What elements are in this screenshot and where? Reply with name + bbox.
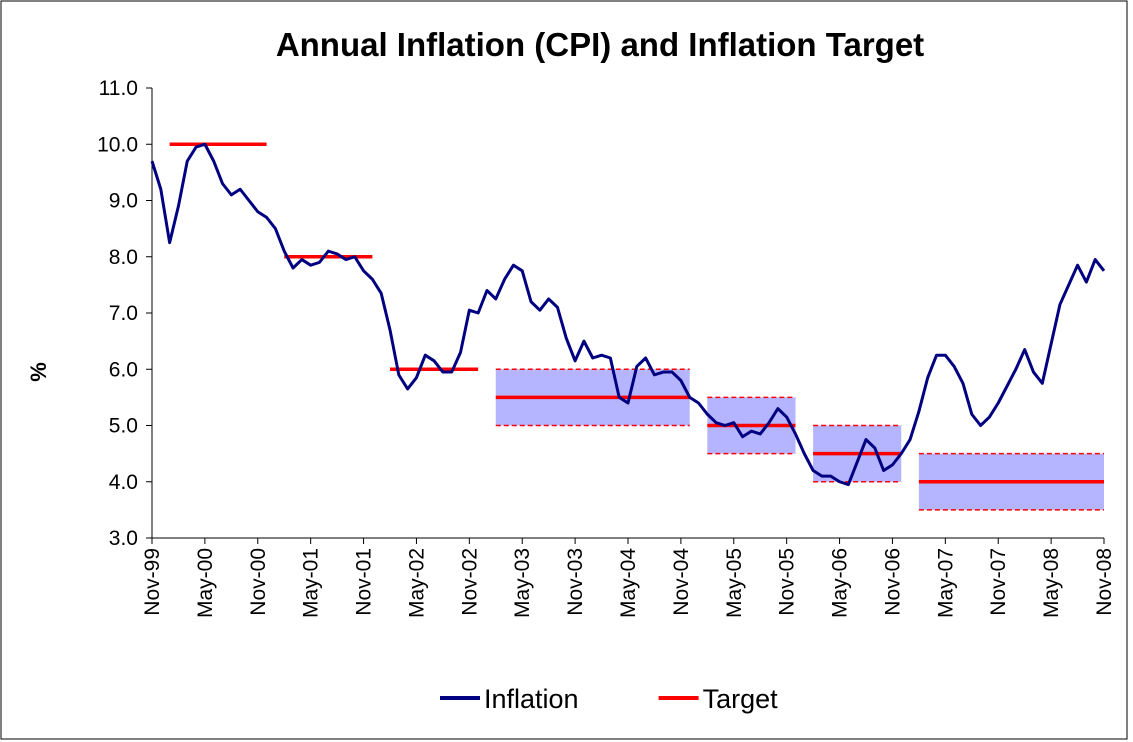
x-tick-label: Nov-08 xyxy=(1093,548,1116,616)
series-line xyxy=(169,142,1104,484)
y-tick-label: 8.0 xyxy=(109,246,138,269)
y-axis-label: % xyxy=(26,362,51,382)
y-tick-label: 9.0 xyxy=(109,190,138,213)
y-tick-label: 5.0 xyxy=(109,415,138,438)
legend-label: Target xyxy=(703,684,779,714)
x-tick-label: May-04 xyxy=(617,548,640,618)
x-tick-label: Nov-05 xyxy=(776,548,799,616)
x-tick-label: Nov-06 xyxy=(881,548,904,616)
y-tick-label: 10.0 xyxy=(97,133,138,156)
x-tick-label: Nov-01 xyxy=(353,548,376,616)
x-tick-label: Nov-02 xyxy=(458,548,481,616)
x-tick-label: May-01 xyxy=(300,548,323,618)
x-tick-label: May-08 xyxy=(1040,548,1063,618)
y-tick-label: 4.0 xyxy=(109,471,138,494)
y-tick-label: 3.0 xyxy=(109,527,138,550)
legend-label: Inflation xyxy=(484,684,579,714)
y-tick-label: 7.0 xyxy=(109,302,138,325)
x-tick-label: May-00 xyxy=(194,548,217,618)
x-tick-label: Nov-07 xyxy=(987,548,1010,616)
x-tick-label: Nov-04 xyxy=(670,548,693,616)
y-tick-label: 6.0 xyxy=(109,358,138,381)
chart-title: Annual Inflation (CPI) and Inflation Tar… xyxy=(276,26,924,63)
x-tick-label: May-02 xyxy=(405,548,428,618)
x-tick-label: May-03 xyxy=(511,548,534,618)
tolerance-upper xyxy=(495,368,1104,455)
x-tick-label: May-05 xyxy=(723,548,746,618)
tolerance-lower xyxy=(495,424,1104,511)
y-tick-label: 11.0 xyxy=(99,77,138,100)
x-tick-label: May-06 xyxy=(829,548,852,618)
x-tick-label: Nov-99 xyxy=(141,548,164,616)
x-tick-label: Nov-03 xyxy=(564,548,587,616)
series-line xyxy=(150,142,1106,487)
x-tick-label: May-07 xyxy=(934,548,957,618)
x-tick-label: Nov-00 xyxy=(247,548,270,616)
